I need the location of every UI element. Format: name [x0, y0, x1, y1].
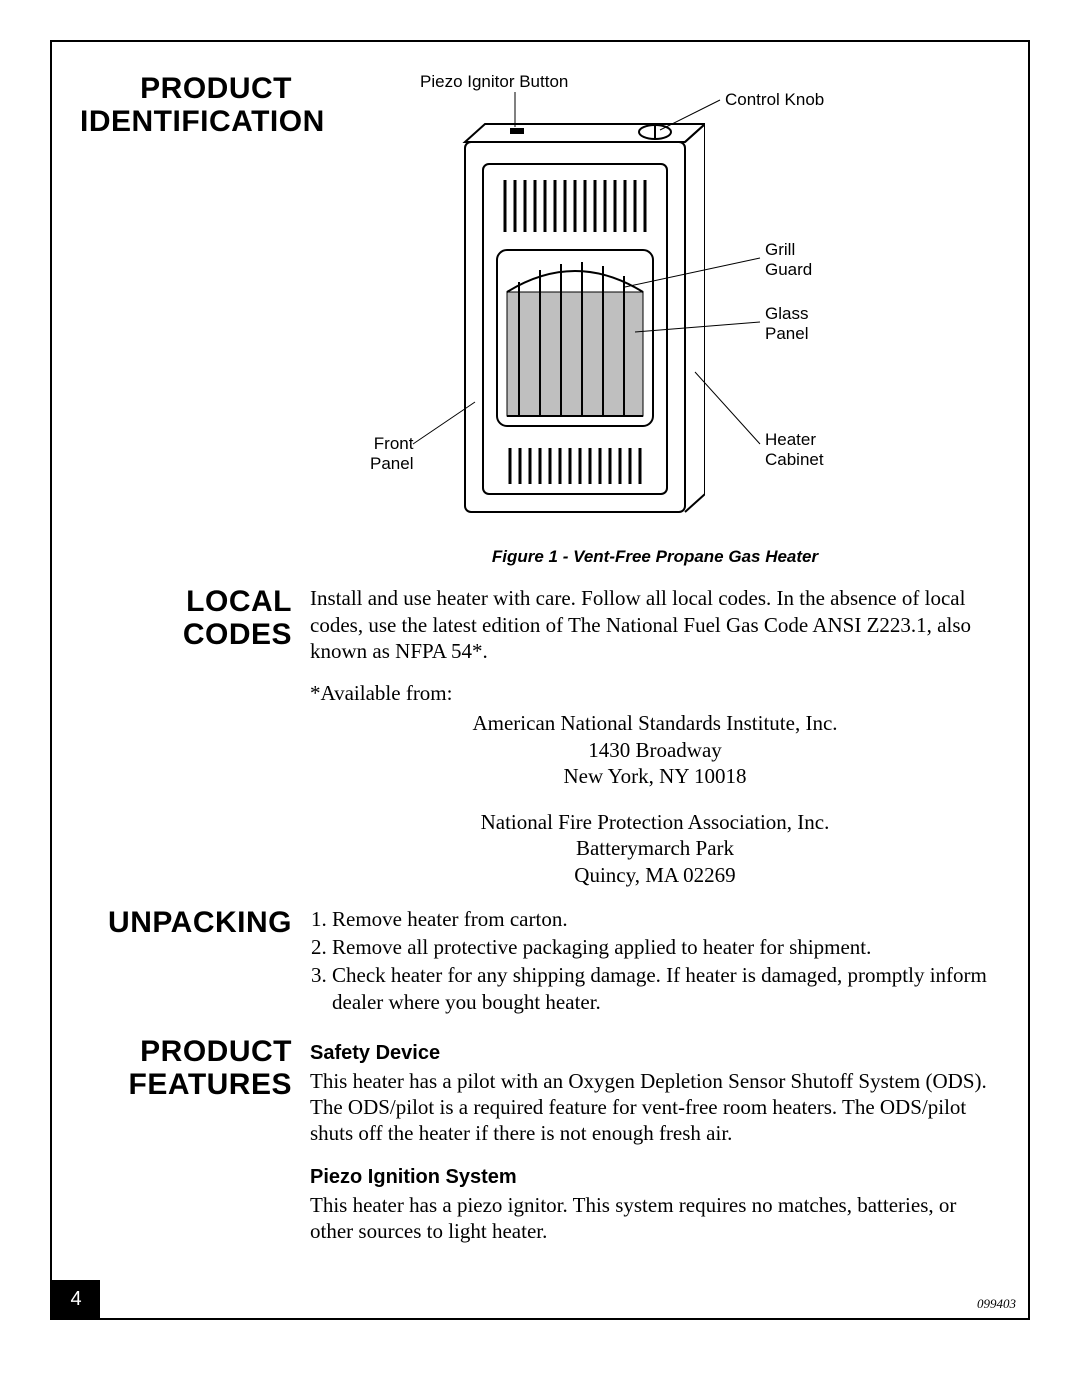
address-2: National Fire Protection Association, In… — [310, 809, 1000, 888]
address-1: American National Standards Institute, I… — [310, 710, 1000, 789]
page-number-text: 4 — [70, 1288, 81, 1311]
unpacking-list: Remove heater from carton. Remove all pr… — [310, 906, 1000, 1015]
label-glass-panel: Glass Panel — [765, 304, 808, 343]
heading-unpacking: UNPACKING — [80, 906, 292, 939]
addr1-line1: American National Standards Institute, I… — [310, 710, 1000, 736]
heater-svg — [455, 122, 705, 522]
addr2-line1: National Fire Protection Association, In… — [310, 809, 1000, 835]
available-from: *Available from: — [310, 680, 1000, 706]
page-frame: PRODUCT IDENTIFICATION Piezo Ignitor But… — [50, 40, 1030, 1320]
heading-local-codes: LOCAL CODES — [80, 585, 292, 651]
label-control-knob: Control Knob — [725, 90, 824, 110]
addr2-line3: Quincy, MA 02269 — [310, 862, 1000, 888]
label-front-panel: Front Panel — [370, 434, 413, 473]
section-product-features: PRODUCT FEATURES Safety Device This heat… — [80, 1035, 1000, 1244]
piezo-body: This heater has a piezo ignitor. This sy… — [310, 1192, 1000, 1245]
unpacking-item: Remove all protective packaging applied … — [332, 934, 1000, 960]
section-local-codes: LOCAL CODES Install and use heater with … — [80, 585, 1000, 888]
heater-diagram: Piezo Ignitor Button Control Knob Grill … — [315, 72, 995, 532]
heading-product-id: PRODUCT IDENTIFICATION — [80, 72, 292, 138]
addr1-line2: 1430 Broadway — [310, 737, 1000, 763]
unpacking-item: Check heater for any shipping damage. If… — [332, 962, 1000, 1015]
local-codes-para: Install and use heater with care. Follow… — [310, 585, 1000, 664]
addr2-line2: Batterymarch Park — [310, 835, 1000, 861]
page-number: 4 — [52, 1280, 100, 1318]
heading-product-features: PRODUCT FEATURES — [80, 1035, 292, 1101]
label-piezo-ignitor: Piezo Ignitor Button — [420, 72, 568, 92]
unpacking-item: Remove heater from carton. — [332, 906, 1000, 932]
addr1-line3: New York, NY 10018 — [310, 763, 1000, 789]
section-product-identification: PRODUCT IDENTIFICATION Piezo Ignitor But… — [80, 72, 1000, 567]
figure-caption: Figure 1 - Vent-Free Propane Gas Heater — [310, 546, 1000, 567]
safety-device-body: This heater has a pilot with an Oxygen D… — [310, 1068, 1000, 1147]
label-heater-cabinet: Heater Cabinet — [765, 430, 824, 469]
doc-number: 099403 — [977, 1296, 1016, 1312]
section-unpacking: UNPACKING Remove heater from carton. Rem… — [80, 906, 1000, 1017]
subhead-safety-device: Safety Device — [310, 1041, 1000, 1066]
subhead-piezo: Piezo Ignition System — [310, 1165, 1000, 1190]
label-grill-guard: Grill Guard — [765, 240, 812, 279]
